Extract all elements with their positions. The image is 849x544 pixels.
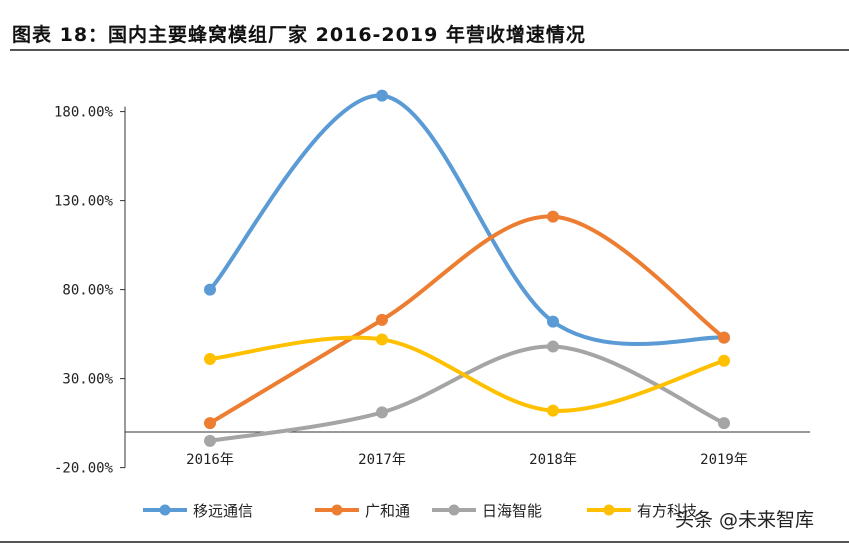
x-tick-label: 2017年: [358, 452, 406, 468]
data-point: [376, 333, 388, 346]
x-tick-label: 2018年: [529, 452, 577, 468]
y-tick-label: 30.00%: [62, 372, 113, 388]
legend-label: 日海智能: [482, 502, 542, 520]
x-tick-label: 2019年: [700, 452, 748, 468]
legend-marker: [159, 504, 171, 516]
legend-marker: [331, 504, 343, 516]
y-tick-label: 80.00%: [62, 283, 113, 299]
data-point: [204, 417, 216, 430]
data-point: [547, 210, 559, 223]
y-tick-label: -20.00%: [54, 461, 114, 477]
data-point: [204, 353, 216, 366]
data-point: [718, 417, 730, 430]
legend-marker: [603, 504, 615, 516]
data-point: [547, 315, 559, 328]
legend-label: 移远通信: [193, 502, 253, 520]
bottom-divider: [0, 541, 849, 543]
data-point: [376, 89, 388, 102]
data-point: [204, 434, 216, 447]
data-point: [204, 283, 216, 296]
series-line: [208, 214, 726, 426]
title-divider: [10, 49, 849, 51]
data-point: [547, 404, 559, 417]
data-point: [376, 406, 388, 419]
legend-label: 广和通: [365, 502, 410, 520]
watermark: 头条 @未来智库: [675, 509, 815, 531]
series-line: [208, 93, 726, 347]
data-point: [718, 331, 730, 344]
series-line: [208, 335, 726, 413]
data-point: [718, 354, 730, 367]
y-tick-label: 130.00%: [54, 194, 114, 210]
legend-marker: [448, 504, 460, 516]
data-point: [547, 340, 559, 353]
chart-title: 图表 18：国内主要蜂窝模组厂家 2016-2019 年营收增速情况: [12, 24, 586, 46]
series-line: [208, 344, 726, 443]
data-point: [376, 313, 388, 326]
legend-label: 有方科技: [637, 502, 697, 520]
x-tick-label: 2016年: [186, 452, 234, 468]
y-tick-label: 180.00%: [54, 105, 114, 121]
